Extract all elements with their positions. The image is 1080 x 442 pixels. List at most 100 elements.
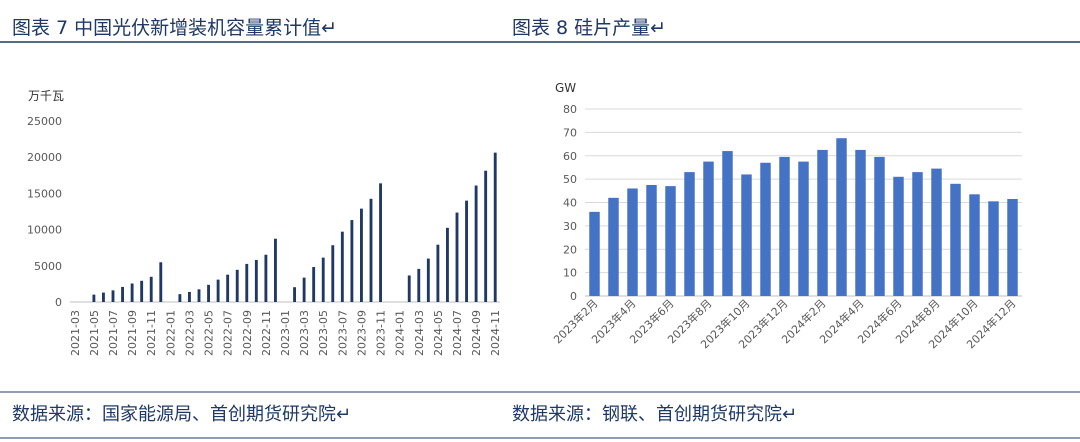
x-tick-label: 2024-09 [470, 310, 483, 356]
bar [197, 289, 201, 302]
bar [312, 267, 316, 302]
bar [111, 290, 115, 302]
bar [446, 227, 449, 302]
bar [130, 283, 134, 302]
bar [703, 161, 714, 296]
bar [798, 161, 809, 296]
bar [874, 156, 885, 296]
y-tick-label: 40 [563, 197, 577, 210]
x-tick-label: 2024-01 [394, 310, 407, 356]
bar [474, 185, 478, 302]
y-tick-label: 0 [55, 296, 62, 309]
bar [159, 262, 163, 302]
y-tick-label: 25000 [27, 115, 62, 128]
bar [969, 194, 980, 296]
bar [646, 184, 657, 296]
bar [417, 268, 421, 302]
x-tick-label: 2022-03 [183, 310, 196, 356]
source: 数据来源：国家能源局、首创期货研究院↵ [12, 404, 351, 425]
bar [836, 138, 847, 296]
bar [254, 259, 258, 302]
x-tick-label: 2024-11 [489, 310, 502, 356]
x-tick-label: 2021-07 [107, 310, 120, 356]
bar [950, 183, 961, 296]
bar [274, 238, 277, 302]
x-tick-label: 2023-07 [336, 310, 349, 356]
y-tick-label: 30 [563, 220, 577, 233]
y-tick-label: 10 [563, 267, 577, 280]
bar [407, 275, 411, 302]
bar [369, 198, 373, 302]
bar [722, 151, 733, 296]
y-tick-label: 5000 [34, 260, 62, 273]
x-tick-label: 2023-11 [375, 310, 388, 356]
bar [931, 168, 942, 296]
bar [379, 183, 382, 302]
x-tick-label: 2021-09 [126, 310, 139, 356]
x-tick-label: 2024-05 [432, 310, 445, 356]
y-tick-label: 60 [563, 150, 577, 163]
bar [350, 220, 354, 302]
y-tick-label: 20 [563, 243, 577, 256]
bar [608, 197, 619, 296]
bar [293, 287, 296, 302]
x-tick-label: 2022-05 [203, 310, 216, 356]
x-tick-label: 2021-03 [69, 310, 82, 356]
bar [207, 284, 210, 302]
bar [149, 276, 153, 302]
y-tick-label: 0 [570, 290, 577, 303]
bar [140, 280, 144, 302]
bar [178, 294, 182, 302]
bar [455, 212, 459, 302]
x-tick-label: 2022-07 [222, 310, 235, 356]
y-tick-label: 15000 [27, 187, 62, 200]
y-tick-label: 10000 [27, 224, 62, 237]
x-tick-label: 2022-11 [260, 310, 273, 356]
x-tick-label: 2022-01 [164, 310, 177, 356]
bar [331, 245, 335, 302]
y-tick-label: 20000 [27, 151, 62, 164]
y-tick-label: 80 [563, 103, 577, 116]
bar [1007, 198, 1018, 296]
bar [235, 269, 239, 302]
bar [484, 170, 488, 302]
y-axis-label: 万千瓦 [28, 89, 64, 103]
bar [779, 156, 790, 296]
x-tick-label: 2023-09 [355, 310, 368, 356]
bar [436, 244, 440, 302]
x-tick-label: 2023-01 [279, 310, 292, 356]
bar [121, 286, 124, 302]
bar [426, 258, 430, 302]
y-tick-label: 50 [563, 173, 577, 186]
x-tick-label: 2024-07 [451, 310, 464, 356]
bar [216, 279, 220, 302]
caption: 图表 8 硅片产量↵ [512, 17, 666, 39]
bar [493, 152, 497, 302]
bar [665, 186, 676, 296]
bar [102, 292, 105, 302]
bar [855, 149, 866, 296]
bar [264, 254, 268, 302]
caption: 图表 7 中国光伏新增装机容量累计值↵ [12, 17, 337, 39]
bar [465, 200, 468, 302]
bar [760, 162, 771, 296]
bar [226, 274, 230, 302]
y-tick-label: 70 [563, 126, 577, 139]
x-tick-label: 2022-09 [241, 310, 254, 356]
bar [340, 231, 344, 302]
bar [245, 263, 249, 302]
bar [741, 174, 752, 296]
x-tick-label: 2023-05 [317, 310, 330, 356]
bar [589, 211, 600, 296]
bar [988, 201, 999, 296]
x-tick-label: 2021-05 [88, 310, 101, 356]
x-tick-label: 2024-03 [413, 310, 426, 356]
bar [817, 149, 828, 296]
x-tick-label: 2021-11 [145, 310, 158, 356]
bar [893, 176, 904, 296]
bar [684, 172, 695, 296]
x-tick-label: 2023-03 [298, 310, 311, 356]
bar [92, 294, 96, 302]
